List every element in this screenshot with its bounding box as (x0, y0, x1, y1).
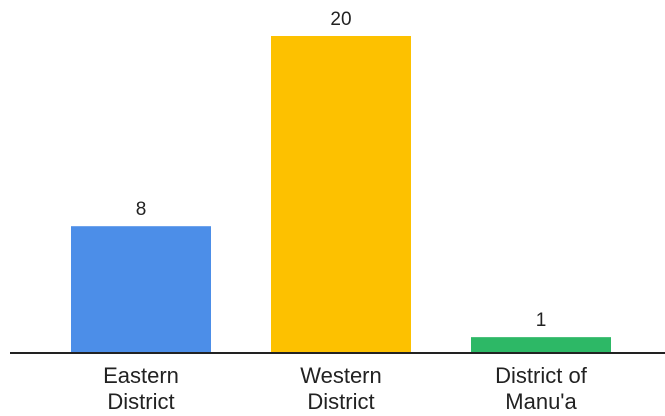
x-tick-label-2: District of Manu'a (495, 363, 588, 414)
x-tick-label-0-line-0: Eastern (103, 363, 179, 388)
value-label-2: 1 (536, 310, 547, 331)
bars-group (71, 36, 611, 353)
value-label-1: 20 (330, 9, 351, 30)
bar-1 (271, 36, 411, 353)
bar-2 (471, 337, 611, 353)
x-tick-label-1-line-0: Western (300, 363, 382, 388)
x-tick-label-1-line-1: District (307, 389, 374, 414)
x-tick-label-2-line-1: Manu'a (505, 389, 577, 414)
x-tick-label-0: Eastern District (103, 363, 179, 414)
x-tick-label-1: Western District (300, 363, 382, 414)
value-labels-group: 8 20 1 (136, 9, 547, 331)
value-label-0: 8 (136, 199, 147, 220)
x-tick-label-0-line-1: District (107, 389, 174, 414)
bar-0 (71, 226, 211, 353)
x-tick-label-2-line-0: District of (495, 363, 588, 388)
